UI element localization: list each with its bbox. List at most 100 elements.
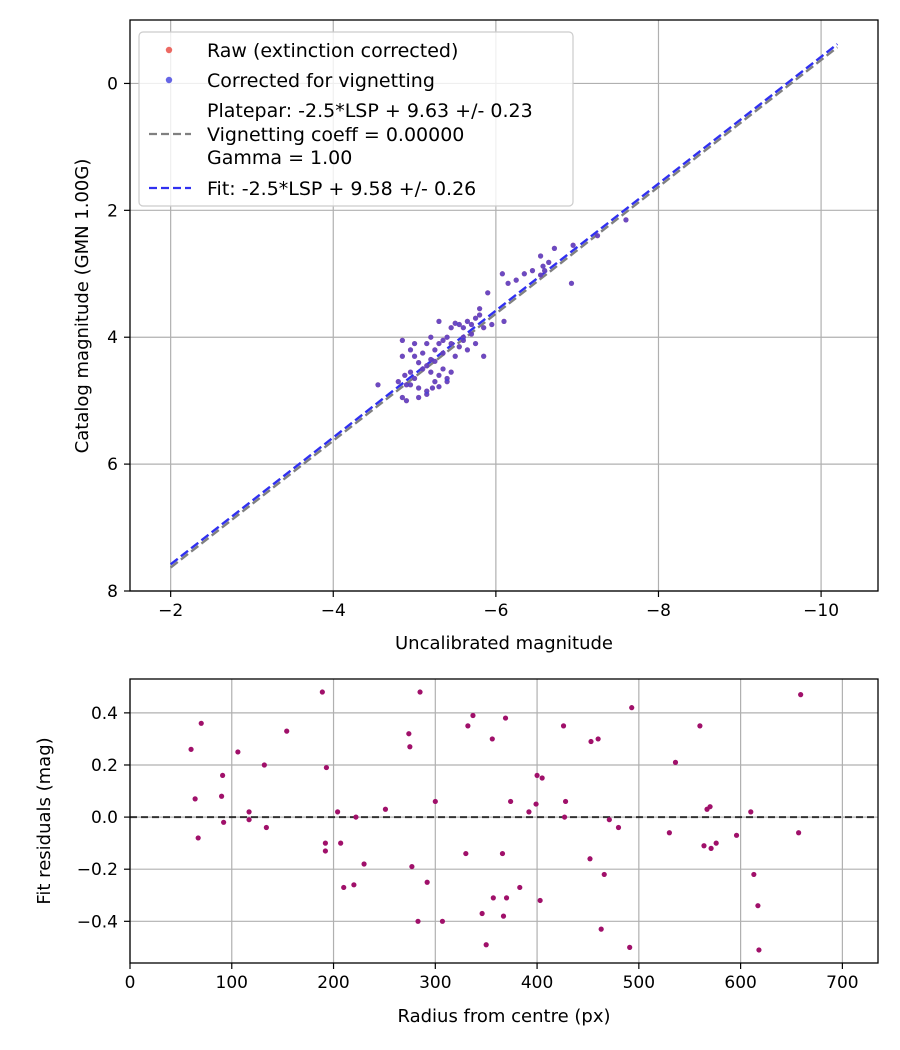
residual-point bbox=[707, 804, 713, 810]
x-tick-label: 400 bbox=[521, 973, 553, 993]
residual-point bbox=[587, 856, 593, 862]
residual-point bbox=[409, 863, 415, 870]
y-tick-label: 0.0 bbox=[91, 808, 118, 828]
corrected-point bbox=[456, 321, 462, 328]
x-tick-label: −4 bbox=[321, 601, 346, 621]
corrected-point bbox=[464, 347, 471, 353]
corrected-point bbox=[440, 350, 446, 356]
residual-point bbox=[335, 809, 341, 815]
top-points bbox=[375, 217, 629, 404]
legend: Raw (extinction corrected) Corrected for… bbox=[138, 31, 574, 207]
legend-raw-marker bbox=[165, 46, 173, 54]
bottom-x-axis-label: Radius from centre (px) bbox=[397, 1006, 610, 1027]
residual-point bbox=[415, 918, 421, 924]
corrected-point bbox=[444, 334, 450, 340]
residual-point bbox=[489, 736, 495, 742]
bottom-ticks: 0 100 200 300 400 500 600 700 −0.4 −0.2 0.0 0.2 0.4 bbox=[77, 704, 859, 993]
y-tick-label: 2 bbox=[107, 201, 118, 221]
residual-point bbox=[733, 832, 740, 838]
corrected-point bbox=[399, 394, 405, 401]
x-tick-label: 700 bbox=[826, 973, 858, 993]
corrected-point bbox=[416, 385, 422, 391]
legend-vignetting-label: Vignetting coeff = 0.00000 bbox=[207, 124, 464, 146]
corrected-point bbox=[468, 321, 475, 328]
x-tick-label: −6 bbox=[483, 601, 508, 621]
legend-gamma-label: Gamma = 1.00 bbox=[207, 147, 352, 169]
legend-raw-label: Raw (extinction corrected) bbox=[207, 40, 458, 62]
corrected-point bbox=[399, 353, 405, 359]
top-plot-frame bbox=[129, 19, 879, 592]
corrected-point bbox=[411, 375, 418, 382]
residual-point bbox=[798, 692, 804, 698]
residual-point bbox=[195, 835, 201, 841]
y-tick-label: −0.2 bbox=[77, 860, 118, 880]
corrected-point bbox=[460, 337, 466, 343]
residual-point bbox=[588, 738, 594, 745]
platepar-line bbox=[169, 46, 839, 569]
corrected-point bbox=[407, 369, 414, 375]
corrected-point bbox=[460, 325, 466, 331]
residual-point bbox=[539, 775, 545, 781]
corrected-point bbox=[513, 277, 519, 283]
residual-point bbox=[479, 910, 485, 917]
corrected-point bbox=[440, 366, 446, 372]
corrected-point bbox=[594, 233, 601, 239]
corrected-point bbox=[411, 340, 418, 347]
corrected-point bbox=[436, 340, 442, 347]
bottom-plot-frame bbox=[129, 678, 879, 964]
residual-point bbox=[338, 840, 344, 846]
corrected-point bbox=[428, 369, 434, 375]
corrected-point bbox=[551, 245, 558, 251]
x-tick-label: 500 bbox=[623, 973, 655, 993]
corrected-point bbox=[456, 344, 462, 350]
corrected-point bbox=[375, 382, 381, 388]
residual-point bbox=[406, 731, 412, 737]
residual-point bbox=[595, 736, 601, 742]
x-tick-label: 200 bbox=[317, 973, 349, 993]
residual-point bbox=[560, 723, 567, 729]
x-tick-label: 600 bbox=[724, 973, 756, 993]
x-tick-label: 100 bbox=[216, 973, 248, 993]
residual-point bbox=[382, 806, 389, 812]
residual-point bbox=[672, 759, 679, 765]
corrected-point bbox=[481, 325, 487, 331]
x-tick-label: −8 bbox=[646, 601, 671, 621]
y-tick-label: 0.2 bbox=[91, 756, 118, 776]
residual-point bbox=[432, 798, 438, 805]
residual-point bbox=[235, 749, 241, 755]
residual-point bbox=[708, 845, 714, 851]
corrected-point bbox=[505, 280, 511, 286]
corrected-point bbox=[402, 372, 408, 378]
residual-point bbox=[756, 947, 762, 953]
residual-point bbox=[261, 762, 267, 768]
residual-point bbox=[323, 764, 330, 771]
bottom-points bbox=[188, 689, 804, 953]
corrected-point bbox=[472, 340, 479, 347]
residual-point bbox=[463, 850, 469, 857]
residual-point bbox=[601, 871, 607, 878]
residual-point bbox=[439, 918, 446, 924]
corrected-point bbox=[485, 290, 491, 296]
corrected-point bbox=[411, 353, 418, 359]
corrected-point bbox=[568, 280, 575, 286]
residual-point bbox=[533, 801, 539, 807]
residual-point bbox=[537, 897, 543, 904]
residual-point bbox=[192, 796, 198, 802]
y-tick-label: 0 bbox=[107, 74, 118, 94]
residual-point bbox=[417, 689, 423, 695]
corrected-point bbox=[464, 318, 471, 324]
corrected-point bbox=[429, 385, 436, 391]
residual-point bbox=[220, 772, 226, 779]
residual-point bbox=[284, 728, 290, 734]
corrected-point bbox=[546, 259, 552, 265]
residual-point bbox=[341, 884, 347, 891]
residual-point bbox=[221, 819, 227, 825]
corrected-point bbox=[432, 347, 438, 353]
residual-point bbox=[606, 817, 612, 823]
y-tick-label: 4 bbox=[107, 328, 118, 348]
corrected-point bbox=[537, 272, 544, 278]
corrected-point bbox=[444, 375, 450, 382]
corrected-point bbox=[542, 268, 548, 274]
residual-point bbox=[499, 850, 506, 857]
corrected-point bbox=[570, 242, 576, 248]
